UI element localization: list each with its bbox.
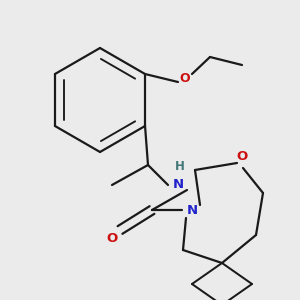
Text: O: O bbox=[180, 71, 190, 85]
Text: N: N bbox=[172, 178, 184, 191]
Text: O: O bbox=[236, 149, 247, 163]
Text: N: N bbox=[186, 203, 198, 217]
Text: H: H bbox=[175, 160, 185, 173]
Text: O: O bbox=[106, 232, 118, 244]
